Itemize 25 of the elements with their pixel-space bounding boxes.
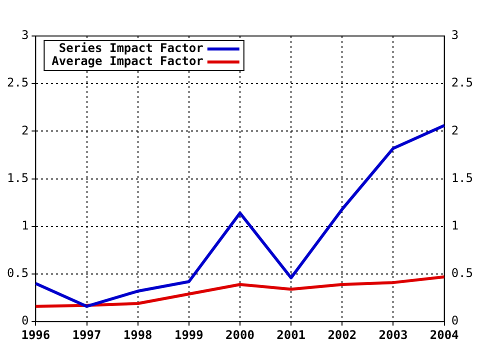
y-tick-label: 1: [21, 218, 29, 233]
x-tick-label: 1997: [72, 328, 102, 342]
y2-tick-label: 2.5: [451, 76, 474, 90]
y-tick-label: 2.5: [6, 76, 29, 90]
y-tick-label: 0.5: [6, 266, 29, 280]
y-tick-label: 3: [21, 28, 29, 42]
y2-tick-label: 0: [451, 314, 459, 328]
y2-tick-label: 0.5: [451, 266, 474, 280]
y2-tick-label: 1: [451, 218, 459, 233]
x-tick-label: 2000: [226, 328, 254, 342]
y2-tick-label: 1.5: [451, 170, 474, 185]
x-tick-label: 1998: [123, 328, 152, 342]
y2-tick-label: 2: [451, 123, 459, 138]
legend-label: Series Impact Factor: [58, 41, 204, 56]
x-tick-label: 2004: [430, 328, 459, 342]
x-tick-label: 1996: [21, 328, 50, 342]
y2-tick-label: 3: [451, 28, 459, 42]
x-tick-label: 2003: [378, 328, 408, 342]
x-tick-label: 2002: [328, 328, 357, 342]
x-tick-label: 1999: [174, 328, 204, 342]
y-tick-label: 0: [21, 314, 29, 328]
legend-label: Average Impact Factor: [52, 54, 204, 68]
y-tick-label: 1.5: [6, 170, 29, 185]
x-tick-label: 2001: [276, 328, 306, 342]
y-tick-label: 2: [21, 123, 29, 138]
